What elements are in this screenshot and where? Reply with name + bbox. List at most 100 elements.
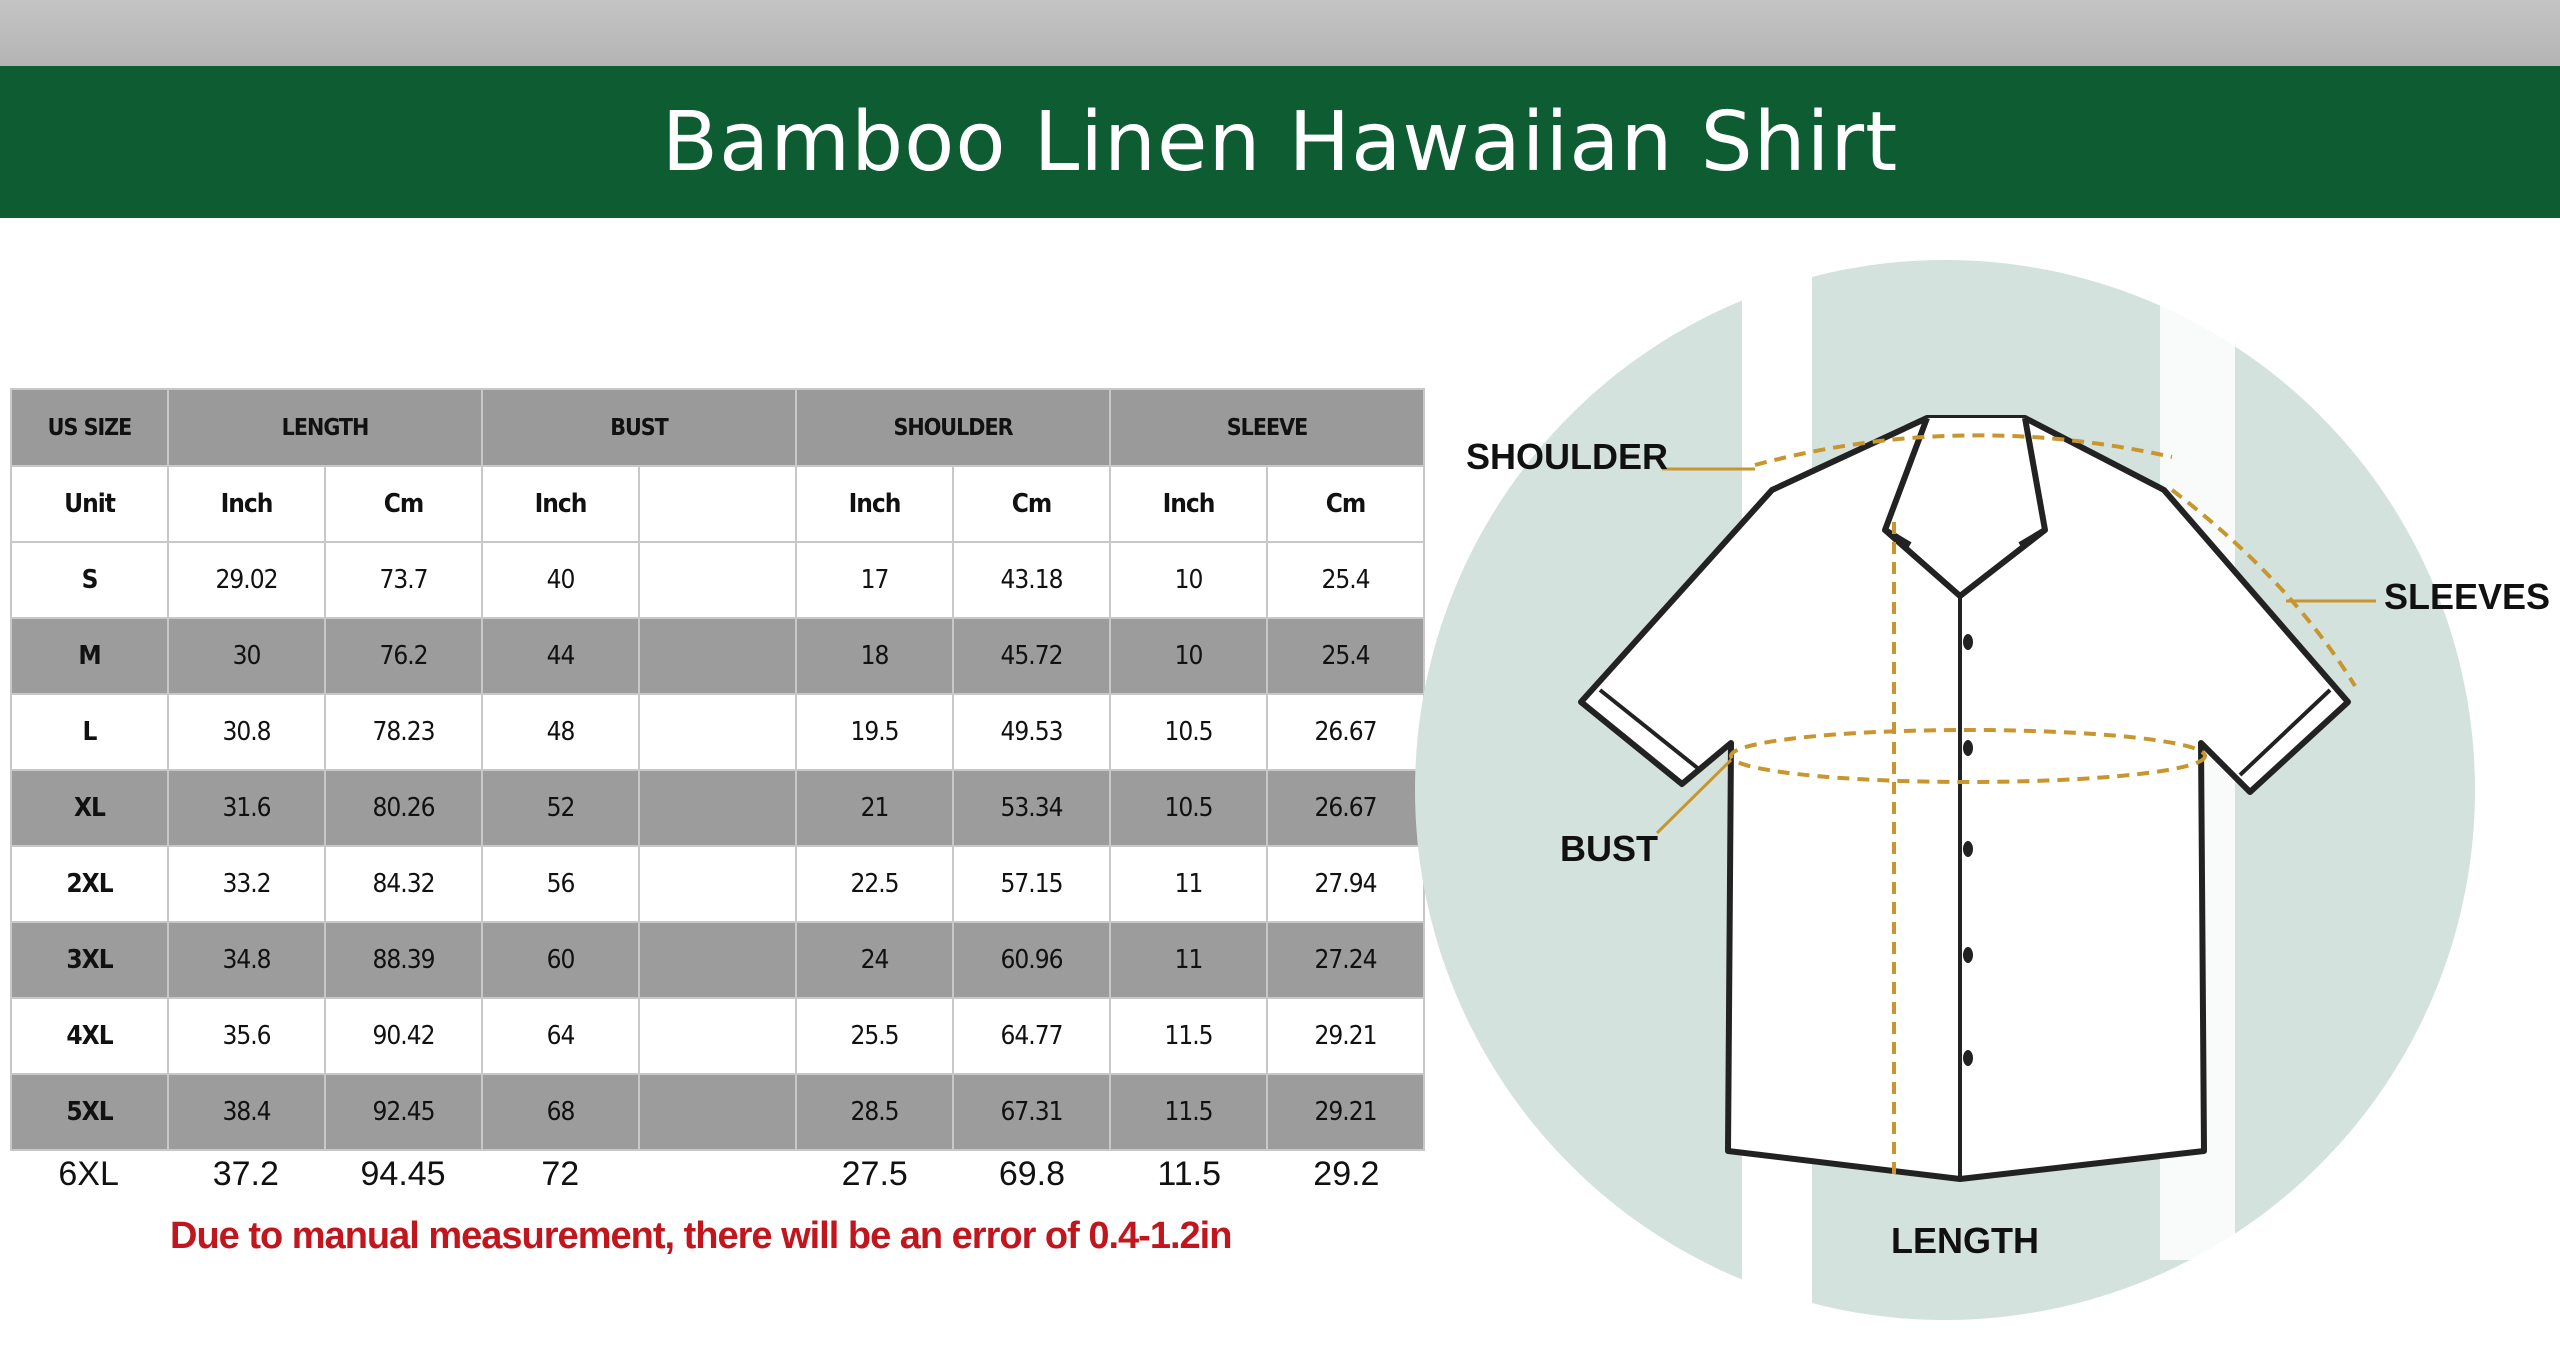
table-cell: 67.31	[952, 1073, 1111, 1151]
size-label: 4XL	[10, 997, 169, 1075]
label-length: LENGTH	[1891, 1220, 2039, 1261]
unit-cell: Cm	[952, 465, 1111, 543]
table-cell: 33.2	[167, 845, 326, 923]
table-cell	[638, 1073, 797, 1151]
table-cell: 28.5	[795, 1073, 954, 1151]
table-cell: 52	[481, 769, 640, 847]
page-title: Bamboo Linen Hawaiian Shirt	[661, 94, 1899, 190]
table-cell: 48	[481, 693, 640, 771]
table-cell: 25.4	[1266, 541, 1425, 619]
shirt-icon	[1578, 415, 2351, 1182]
table-cell: 11.5	[1109, 997, 1268, 1075]
table-cell: 22.5	[795, 845, 954, 923]
table-cell: 60	[481, 921, 640, 999]
table-cell: 10	[1109, 541, 1268, 619]
table-cell: 18	[795, 617, 954, 695]
table-cell: 19.5	[795, 693, 954, 771]
sleeve-measure-line	[2170, 488, 2357, 688]
table-cell	[638, 921, 797, 999]
table-cell: 37.2	[212, 1155, 279, 1193]
table-cell: 11	[1109, 845, 1268, 923]
unit-cell: Inch	[481, 465, 640, 543]
table-cell: 72	[541, 1155, 580, 1193]
measurement-note: Due to manual measurement, there will be…	[170, 1215, 1232, 1257]
table-cell: 25.5	[795, 997, 954, 1075]
table-cell: 40	[481, 541, 640, 619]
header-us-size: US SIZE	[10, 388, 169, 467]
table-cell: 92.45	[324, 1073, 483, 1151]
table-cell: 49.53	[952, 693, 1111, 771]
table-cell: 24	[795, 921, 954, 999]
size-label: L	[10, 693, 169, 771]
table-cell: 69.8	[998, 1155, 1066, 1193]
header-sleeve: SLEEVE	[1109, 388, 1425, 467]
table-cell: 56	[481, 845, 640, 923]
table-cell: 29.21	[1266, 997, 1425, 1075]
table-cell: 29.02	[167, 541, 326, 619]
table-row: 2XL 33.2 84.32 56 22.5 57.15 11 27.94	[10, 845, 1425, 923]
table-cell: 11.5	[1109, 1073, 1268, 1151]
table-cell	[638, 617, 797, 695]
table-cell: 38.4	[167, 1073, 326, 1151]
table-header-row: US SIZE LENGTH BUST SHOULDER SLEEVE	[10, 388, 1425, 467]
size-table: US SIZE LENGTH BUST SHOULDER SLEEVE Unit…	[10, 388, 1425, 1151]
table-cell: 10.5	[1109, 693, 1268, 771]
leader-lines	[1655, 467, 2376, 835]
table-row: S 29.02 73.7 40 17 43.18 10 25.4	[10, 541, 1425, 619]
unit-cell: Unit	[10, 465, 169, 543]
table-cell: 11	[1109, 921, 1268, 999]
unit-cell: Inch	[1109, 465, 1268, 543]
table-cell: 57.15	[952, 845, 1111, 923]
table-cell: 29.21	[1266, 1073, 1425, 1151]
table-cell: 45.72	[952, 617, 1111, 695]
unit-cell: Inch	[795, 465, 954, 543]
table-cell: 64	[481, 997, 640, 1075]
header-bust: BUST	[481, 388, 797, 467]
table-cell: 90.42	[324, 997, 483, 1075]
table-cell: 64.77	[952, 997, 1111, 1075]
size-label: 3XL	[10, 921, 169, 999]
size-label: 5XL	[10, 1073, 169, 1151]
header-shoulder: SHOULDER	[795, 388, 1111, 467]
table-cell: 35.6	[167, 997, 326, 1075]
table-cell: 25.4	[1266, 617, 1425, 695]
table-cell: 34.8	[167, 921, 326, 999]
table-cell: 88.39	[324, 921, 483, 999]
measure-lines	[1729, 433, 2357, 1176]
table-cell: 26.67	[1266, 693, 1425, 771]
table-row-6xl: 6XL 37.2 94.45 72 27.5 69.8 11.5 29.2	[10, 1155, 1425, 1194]
table-cell	[638, 845, 797, 923]
table-cell: 26.67	[1266, 769, 1425, 847]
table-row: L 30.8 78.23 48 19.5 49.53 10.5 26.67	[10, 693, 1425, 771]
table-cell: 27.5	[841, 1155, 908, 1193]
label-bust: BUST	[1560, 828, 1658, 869]
table-cell: 31.6	[167, 769, 326, 847]
table-cell: 60.96	[952, 921, 1111, 999]
bust-measure-line	[1729, 728, 2207, 784]
table-cell: 80.26	[324, 769, 483, 847]
top-bar	[0, 0, 2560, 66]
size-label: M	[10, 617, 169, 695]
table-cell	[638, 693, 797, 771]
table-cell: 17	[795, 541, 954, 619]
table-cell: 27.24	[1266, 921, 1425, 999]
table-cell: 11.5	[1157, 1155, 1221, 1193]
table-cell	[638, 769, 797, 847]
table-row: M 30 76.2 44 18 45.72 10 25.4	[10, 617, 1425, 695]
size-label: S	[10, 541, 169, 619]
table-cell: 84.32	[324, 845, 483, 923]
size-label: 6XL	[58, 1155, 119, 1193]
table-cell: 44	[481, 617, 640, 695]
unit-cell: Inch	[167, 465, 326, 543]
size-label: 2XL	[10, 845, 169, 923]
title-banner: Bamboo Linen Hawaiian Shirt	[0, 66, 2560, 218]
table-row: 3XL 34.8 88.39 60 24 60.96 11 27.24	[10, 921, 1425, 999]
size-label: XL	[10, 769, 169, 847]
table-cell: 21	[795, 769, 954, 847]
label-sleeves: SLEEVES	[2384, 576, 2551, 617]
unit-cell	[638, 465, 797, 543]
table-cell	[638, 997, 797, 1075]
table-cell: 78.23	[324, 693, 483, 771]
unit-cell: Cm	[1266, 465, 1425, 543]
